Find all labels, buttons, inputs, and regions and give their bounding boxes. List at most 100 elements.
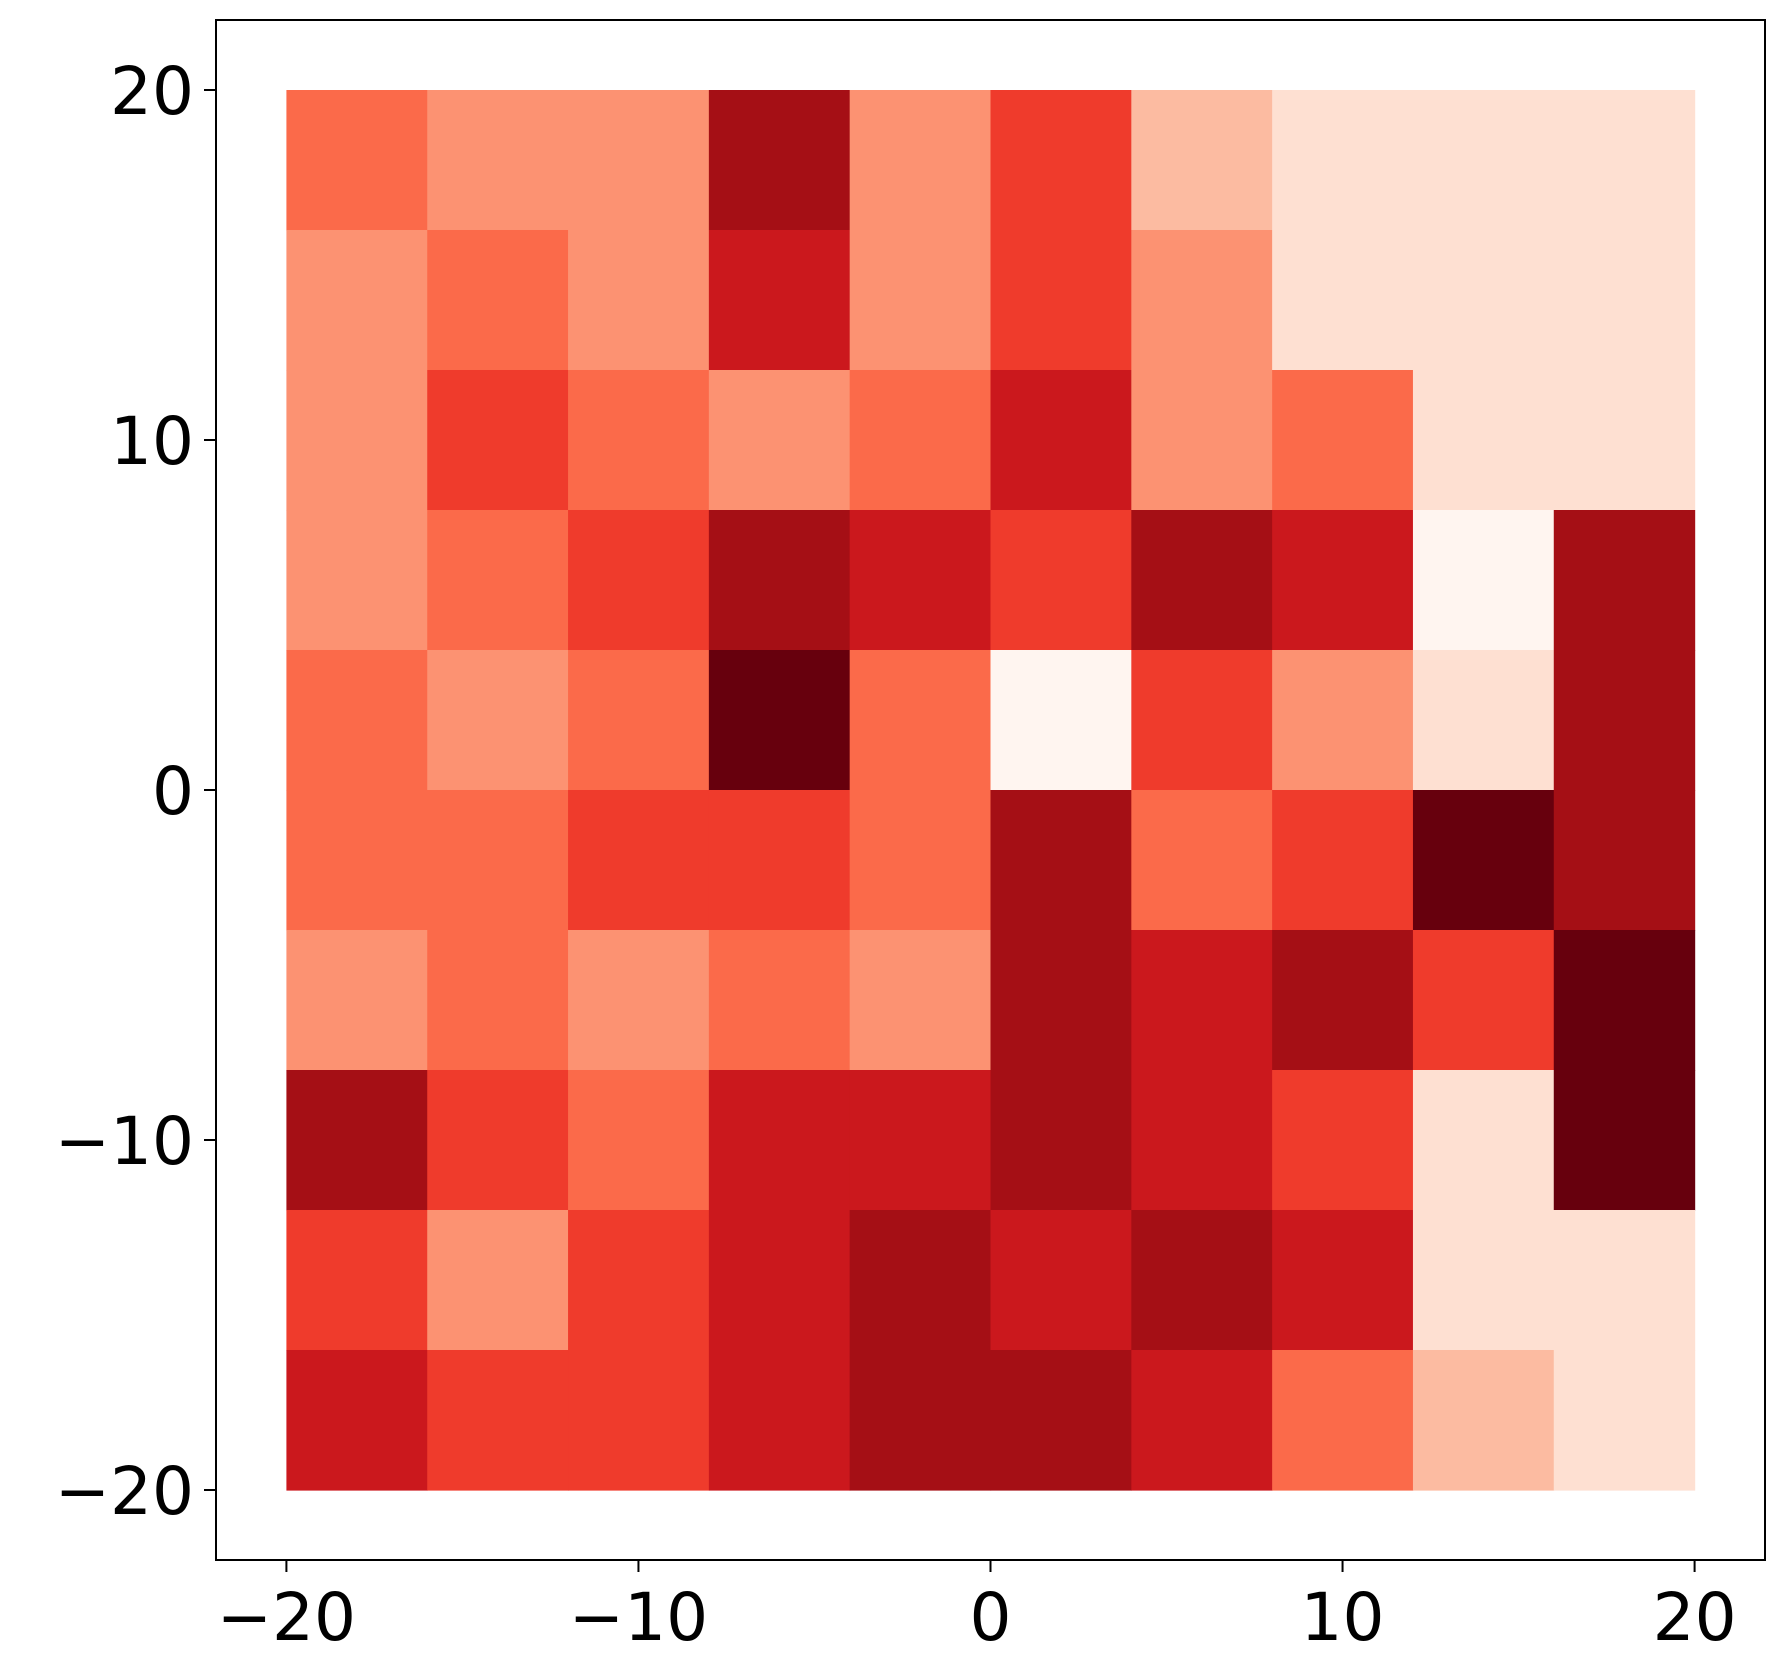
heatmap-cell (1553, 230, 1696, 371)
heatmap-cell (1272, 1070, 1414, 1211)
heatmap-cell (1553, 790, 1696, 931)
heatmap-cell (1131, 650, 1273, 791)
heatmap-cell (568, 650, 710, 791)
heatmap-cell (708, 90, 851, 231)
heatmap-cell (568, 1070, 710, 1211)
heatmap-cell (1131, 1070, 1273, 1211)
heatmap-cell (708, 650, 851, 791)
heatmap-cell (568, 790, 710, 931)
heatmap-cell (1553, 1350, 1696, 1491)
heatmap-cell (849, 90, 992, 231)
heatmap-cell (1553, 1210, 1696, 1351)
heatmap-cell (1131, 930, 1273, 1071)
heatmap-cell (1412, 90, 1555, 231)
heatmap-cell (568, 510, 710, 651)
heatmap-cell (1412, 1070, 1555, 1211)
heatmap-cell (1272, 930, 1414, 1071)
heatmap-cell (1272, 90, 1414, 231)
heatmap-cell (427, 1070, 569, 1211)
heatmap-cell (990, 510, 1132, 651)
heatmap-cell (708, 230, 851, 371)
heatmap-cell (1131, 790, 1273, 931)
heatmap-cell (1272, 1350, 1414, 1491)
heatmap-cell (427, 230, 569, 371)
heatmap-cell (568, 930, 710, 1071)
heatmap-cell (990, 790, 1132, 931)
heatmap-cell (849, 790, 992, 931)
heatmap-cell (708, 790, 851, 931)
heatmap-cell (1412, 930, 1555, 1071)
heatmap-cell (427, 90, 569, 231)
y-tick-label: 20 (110, 53, 194, 130)
heatmap-cell (286, 370, 428, 511)
x-tick-label: 10 (1301, 1579, 1385, 1656)
heatmap-cell (1412, 370, 1555, 511)
heatmap-cell (286, 90, 428, 231)
heatmap-cell (1553, 90, 1696, 231)
heatmap-cell (1553, 1070, 1696, 1211)
heatmap-cell (1131, 1210, 1273, 1351)
x-tick-label: −10 (569, 1579, 708, 1656)
heatmap-cell (1272, 790, 1414, 931)
heatmap-cell (427, 790, 569, 931)
heatmap-cell (849, 930, 992, 1071)
heatmap-cell (568, 370, 710, 511)
heatmap-cell (849, 510, 992, 651)
heatmap-cell (990, 1070, 1132, 1211)
heatmap-cell (1272, 230, 1414, 371)
heatmap-cell (427, 1210, 569, 1351)
x-tick-label: 20 (1653, 1579, 1737, 1656)
heatmap-cell (427, 1350, 569, 1491)
heatmap-cell (990, 1210, 1132, 1351)
heatmap-cell (1412, 790, 1555, 931)
y-tick-label: −20 (55, 1453, 194, 1530)
heatmap-cell (708, 510, 851, 651)
heatmap-cell (286, 1210, 428, 1351)
heatmap-cell (708, 1350, 851, 1491)
heatmap-cell (1272, 650, 1414, 791)
heatmap-cell (849, 1350, 992, 1491)
heatmap-cell (1412, 510, 1555, 651)
heatmap-cell (568, 1350, 710, 1491)
heatmap-cell (427, 930, 569, 1071)
heatmap-cell (990, 650, 1132, 791)
heatmap-cell (427, 370, 569, 511)
heatmap-cell (1412, 1210, 1555, 1351)
heatmap-cell (568, 90, 710, 231)
heatmap-cell (990, 1350, 1132, 1491)
heatmap-cell (427, 510, 569, 651)
y-tick-label: −10 (55, 1103, 194, 1180)
x-axis: −20 −10 0 10 20 (217, 1560, 1737, 1656)
heatmap-cell (286, 510, 428, 651)
heatmap-cell (1553, 370, 1696, 511)
heatmap-cell (286, 650, 428, 791)
heatmap-cell (1131, 510, 1273, 651)
heatmap-cell (849, 650, 992, 791)
heatmap-cell (849, 230, 992, 371)
x-tick-label: 0 (970, 1579, 1012, 1656)
heatmap-cell (1131, 370, 1273, 511)
heatmap-cell (708, 370, 851, 511)
heatmap-cell (1131, 90, 1273, 231)
heatmap-cell (568, 230, 710, 371)
heatmap-cell (849, 1070, 992, 1211)
heatmap-cell (990, 930, 1132, 1071)
x-tick-label: −20 (217, 1579, 356, 1656)
heatmap-cell (708, 1070, 851, 1211)
heatmap-cell (990, 90, 1132, 231)
heatmap-cell (849, 370, 992, 511)
heatmap-cell (427, 650, 569, 791)
heatmap-cell (1272, 510, 1414, 651)
y-tick-label: 10 (110, 403, 194, 480)
heatmap-cell (990, 370, 1132, 511)
heatmap-cell (1412, 1350, 1555, 1491)
heatmap-cell (849, 1210, 992, 1351)
heatmap-cell (1272, 1210, 1414, 1351)
heatmap-cell (1553, 510, 1696, 651)
heatmap-cell (286, 790, 428, 931)
heatmap-cell (708, 1210, 851, 1351)
heatmap-cell (1131, 230, 1273, 371)
heatmap-cell (1412, 230, 1555, 371)
heatmap-cell (990, 230, 1132, 371)
